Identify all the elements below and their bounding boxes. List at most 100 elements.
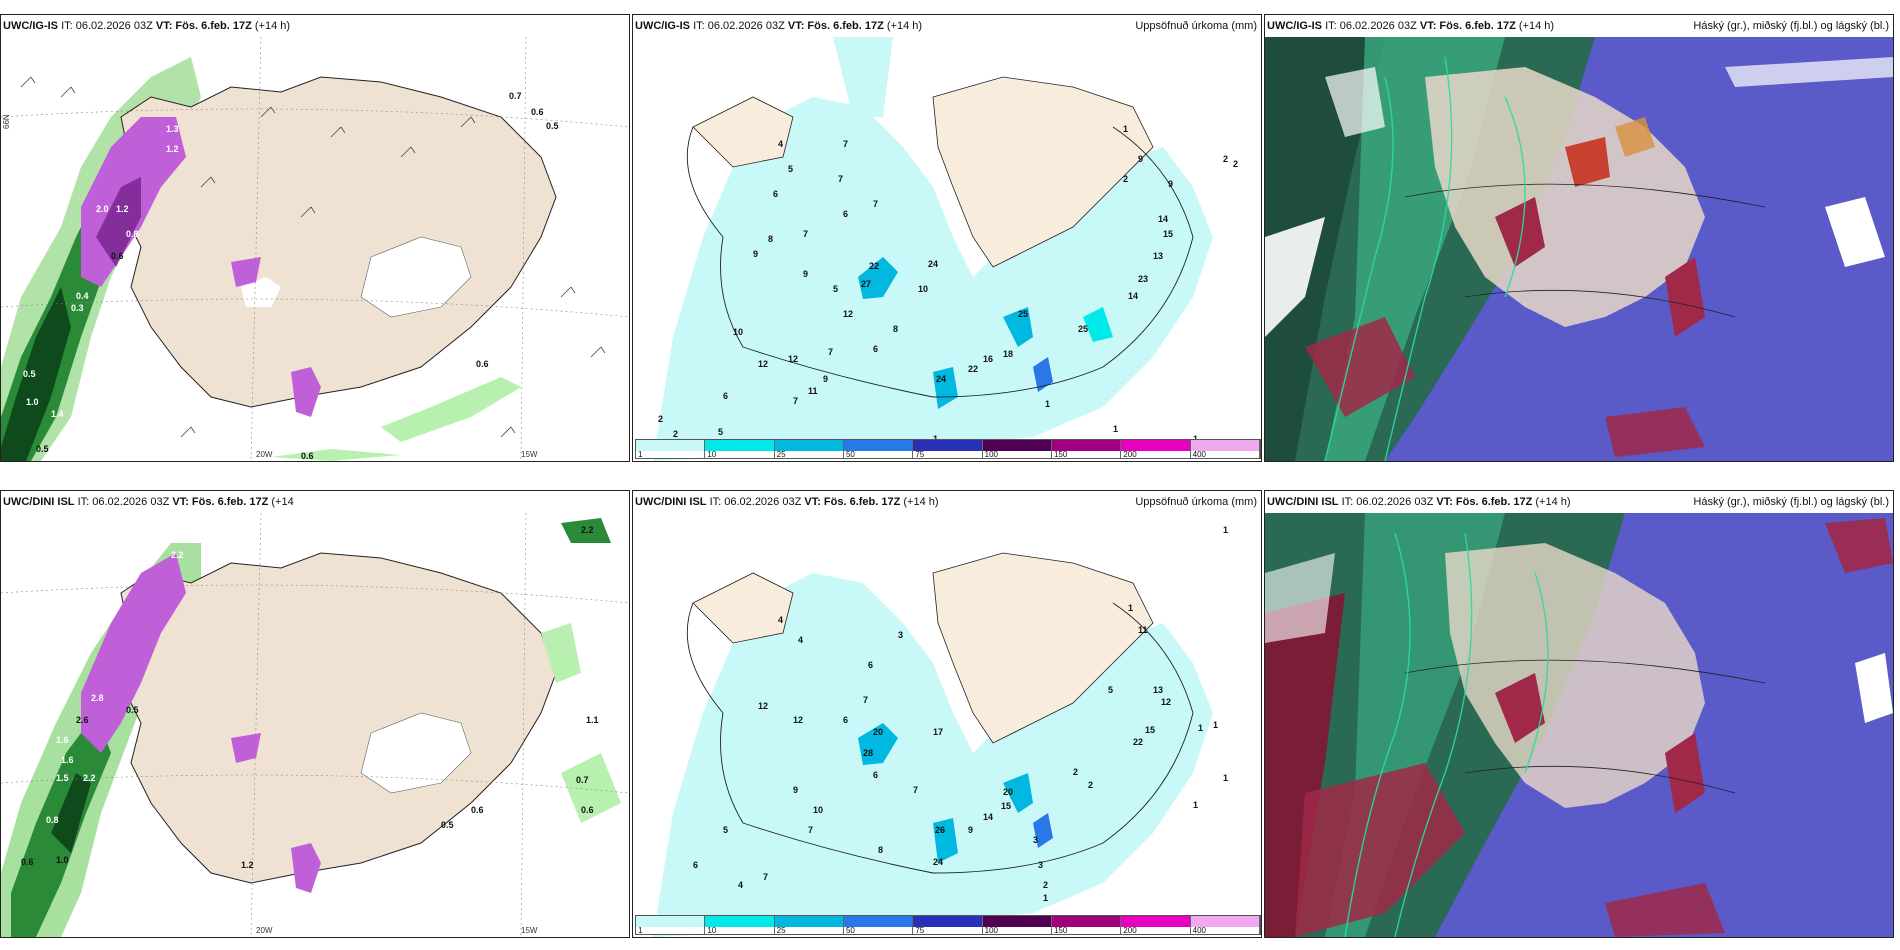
field-title: Háský (gr.), miðský (fj.bl.) og lágský (… bbox=[1693, 496, 1889, 508]
colorbar-cell: 200 bbox=[1121, 440, 1191, 459]
value-label: 6 bbox=[773, 189, 778, 199]
panel-header: UWC/IG-IS IT: 06.02.2026 03Z VT: Fös. 6.… bbox=[633, 15, 1261, 37]
colorbar-tick: 400 bbox=[1192, 926, 1206, 935]
value-label: 20 bbox=[1003, 787, 1013, 797]
value-label: 2.2 bbox=[581, 525, 594, 535]
value-label: 22 bbox=[869, 261, 879, 271]
colorbar-tick: 50 bbox=[845, 926, 855, 935]
colorbar-cell: 25 bbox=[774, 916, 844, 935]
value-label: 26 bbox=[935, 825, 945, 835]
value-label: 25 bbox=[1018, 309, 1028, 319]
value-label: 13 bbox=[1153, 251, 1163, 261]
value-label: 7 bbox=[803, 229, 808, 239]
value-label: 9 bbox=[823, 374, 828, 384]
value-label: 1 bbox=[1043, 893, 1048, 903]
value-label: 1 bbox=[1223, 773, 1228, 783]
value-label: 0.5 bbox=[441, 820, 454, 830]
colorbar-cell: 1 bbox=[636, 916, 706, 935]
colorbar-cell: 10 bbox=[705, 440, 775, 459]
panel-header: UWC/DINI ISL IT: 06.02.2026 03Z VT: Fös.… bbox=[1265, 491, 1893, 513]
value-label: 3 bbox=[1033, 835, 1038, 845]
lead-time: (+14 h) bbox=[886, 20, 923, 32]
value-label: 14 bbox=[1128, 291, 1138, 301]
snow-map: 66N 20W 15W 0.7 0.6 0.5 1.2 2.0 1.2 0.8 … bbox=[1, 37, 629, 461]
value-label: 12 bbox=[793, 715, 803, 725]
value-label: 23 bbox=[1138, 274, 1148, 284]
value-label: 6 bbox=[843, 209, 848, 219]
colorbar-tick: 25 bbox=[776, 450, 786, 459]
value-label: 1.6 bbox=[56, 735, 69, 745]
valid-time: VT: Fös. 6.feb. 17Z bbox=[1419, 20, 1516, 32]
value-label: 0.6 bbox=[301, 451, 314, 461]
value-label: 24 bbox=[936, 374, 946, 384]
value-label: 14 bbox=[1158, 214, 1168, 224]
lead-time: (+14 h) bbox=[1535, 496, 1571, 508]
value-label: 1.1 bbox=[586, 715, 599, 725]
value-label: 7 bbox=[793, 396, 798, 406]
value-label: 2.2 bbox=[83, 773, 96, 783]
value-label: 15 bbox=[1145, 725, 1155, 735]
valid-time: VT: Fös. 6.feb. 17Z bbox=[1436, 496, 1533, 508]
lon-label: 15W bbox=[521, 450, 538, 459]
colorbar-cell: 150 bbox=[1051, 916, 1122, 935]
value-label: 11 bbox=[1138, 625, 1148, 635]
panel-precip-igis: UWC/IG-IS IT: 06.02.2026 03Z VT: Fös. 6.… bbox=[632, 14, 1262, 462]
init-time: IT: 06.02.2026 03Z bbox=[77, 496, 170, 508]
value-label: 12 bbox=[843, 309, 853, 319]
value-label: 3 bbox=[1038, 860, 1043, 870]
value-label: 0.8 bbox=[46, 815, 59, 825]
lead-time: (+14 h) bbox=[1518, 20, 1555, 32]
colorbar-tick: 25 bbox=[776, 926, 786, 935]
value-label: 2.2 bbox=[171, 550, 184, 560]
value-label: 14 bbox=[983, 812, 993, 822]
init-time: IT: 06.02.2026 03Z bbox=[693, 20, 785, 32]
colorbar-legend: 1 10 25 50 75 100 150 200 400 bbox=[635, 915, 1261, 935]
value-label: 1 bbox=[1123, 124, 1128, 134]
lon-label: 15W bbox=[521, 926, 538, 935]
colorbar-tick: 1 bbox=[638, 450, 643, 459]
value-label: 2 bbox=[1088, 780, 1093, 790]
lead-time: (+14 h) bbox=[254, 20, 291, 32]
value-label: 2 bbox=[1233, 159, 1238, 169]
value-label: 1 bbox=[1193, 800, 1198, 810]
valid-time: VT: Fös. 6.feb. 17Z bbox=[787, 20, 884, 32]
value-label: 6 bbox=[693, 860, 698, 870]
colorbar-tick: 1 bbox=[638, 926, 643, 935]
value-label: 9 bbox=[803, 269, 808, 279]
value-label: 0.6 bbox=[21, 857, 34, 867]
value-label: 18 bbox=[1003, 349, 1013, 359]
init-time: IT: 06.02.2026 03Z bbox=[709, 496, 802, 508]
model-name: UWC/IG-IS bbox=[1267, 20, 1322, 32]
value-label: 1 bbox=[1213, 720, 1218, 730]
value-label: 12 bbox=[758, 701, 768, 711]
value-label: 0.6 bbox=[531, 107, 544, 117]
colorbar-cell: 50 bbox=[843, 916, 914, 935]
value-label: 1 bbox=[1223, 525, 1228, 535]
colorbar-tick: 400 bbox=[1192, 450, 1206, 459]
lon-label: 20W bbox=[256, 926, 273, 935]
value-label: 5 bbox=[1108, 685, 1113, 695]
panel-cloud-dini: UWC/DINI ISL IT: 06.02.2026 03Z VT: Fös.… bbox=[1264, 490, 1894, 938]
value-label: 5 bbox=[833, 284, 838, 294]
panel-frame: UWC/DINI ISL IT: 06.02.2026 03Z VT: Fös.… bbox=[1264, 490, 1894, 938]
colorbar-cell: 50 bbox=[843, 440, 914, 459]
value-label: 0.6 bbox=[111, 251, 124, 261]
colorbar-tick: 50 bbox=[845, 450, 855, 459]
value-label: 1.2 bbox=[116, 204, 129, 214]
value-label: 7 bbox=[763, 872, 768, 882]
value-label: 2 bbox=[673, 429, 678, 439]
value-label: 20 bbox=[873, 727, 883, 737]
lat-label: 66N bbox=[2, 114, 11, 129]
value-label: 0.6 bbox=[471, 805, 484, 815]
value-label: 0.4 bbox=[76, 291, 89, 301]
value-label: 22 bbox=[1133, 737, 1143, 747]
lead-time: (+14 bbox=[271, 496, 294, 508]
value-label: 8 bbox=[878, 845, 883, 855]
value-label: 1.3 bbox=[166, 124, 179, 134]
value-label: 5 bbox=[723, 825, 728, 835]
value-label: 7 bbox=[863, 695, 868, 705]
value-label: 3 bbox=[898, 630, 903, 640]
colorbar-tick: 200 bbox=[1123, 926, 1137, 935]
colorbar-tick: 100 bbox=[984, 926, 998, 935]
value-label: 6 bbox=[723, 391, 728, 401]
